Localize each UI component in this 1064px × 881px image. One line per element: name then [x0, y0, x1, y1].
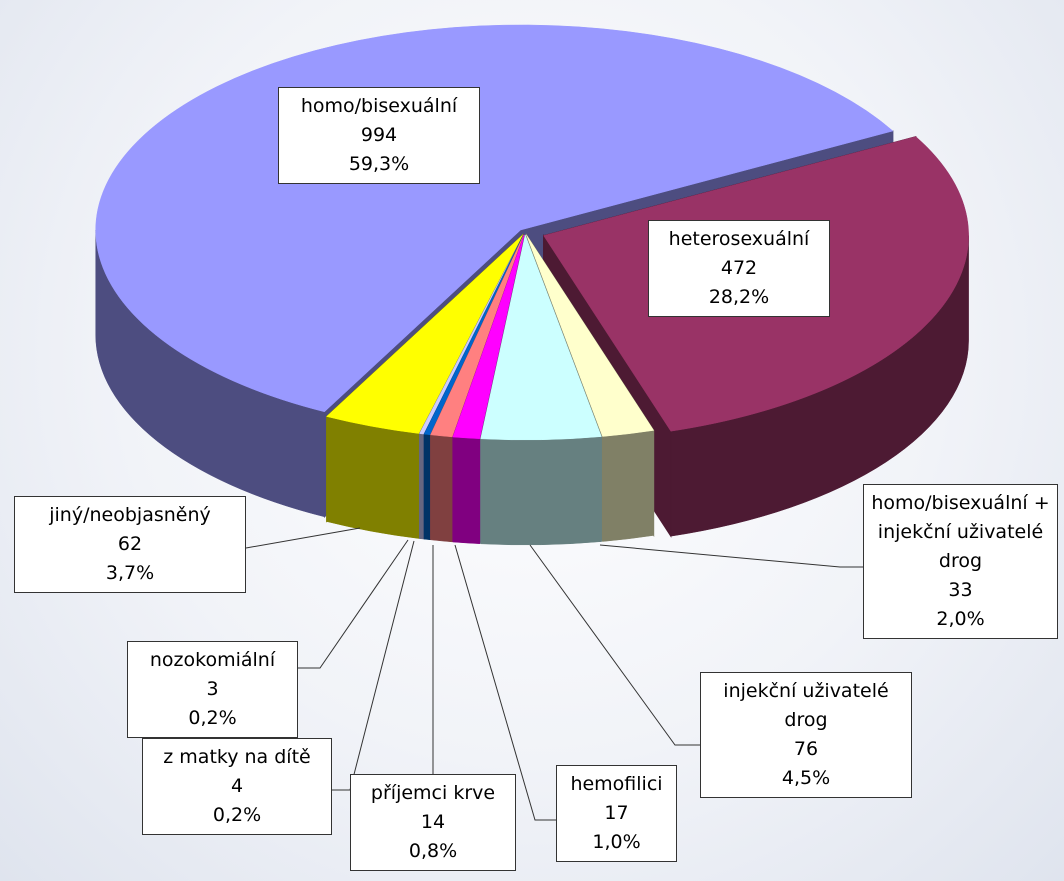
- data-label: z matky na dítě 4 0,2%: [142, 738, 332, 835]
- label-category: příjemci krve: [370, 782, 496, 804]
- label-category: injekční uživatelé drog: [723, 680, 889, 731]
- label-value: 62: [117, 533, 143, 555]
- label-category: heterosexuální: [668, 228, 810, 250]
- slice-side: [326, 416, 420, 539]
- label-value: 33: [948, 579, 973, 601]
- label-category: hemofilici: [570, 773, 663, 795]
- label-category: homo/bisexuální + injekční uživatelé dro…: [871, 492, 1050, 572]
- data-label: heterosexuální 472 28,2%: [648, 220, 830, 317]
- data-label: jiný/neobjasněný 62 3,7%: [14, 496, 246, 593]
- label-value: 994: [360, 124, 398, 146]
- label-percent: 2,0%: [936, 608, 985, 630]
- slice: [480, 234, 602, 441]
- leader-line: [298, 539, 409, 669]
- leader-line: [245, 527, 361, 549]
- label-percent: 4,5%: [781, 767, 831, 789]
- label-percent: 28,2%: [708, 286, 770, 308]
- slice-side: [419, 433, 425, 540]
- leader-line: [454, 544, 556, 821]
- label-value: 472: [720, 257, 758, 279]
- slice: [452, 234, 525, 439]
- slice: [326, 234, 524, 434]
- label-category: nozokomiální: [149, 649, 276, 671]
- label-percent: 0,2%: [212, 804, 262, 826]
- label-category: z matky na dítě: [163, 746, 311, 768]
- slice-side: [480, 436, 602, 546]
- leader-line: [529, 544, 700, 746]
- label-percent: 0,2%: [188, 707, 237, 729]
- label-value: 14: [420, 811, 446, 833]
- leader-line: [599, 544, 863, 568]
- label-value: 17: [604, 802, 629, 824]
- label-category: jiný/neobjasněný: [49, 504, 211, 526]
- data-label: hemofilici 17 1,0%: [556, 765, 677, 862]
- slice: [526, 234, 655, 437]
- label-category: homo/bisexuální: [300, 95, 458, 117]
- label-percent: 3,7%: [105, 562, 155, 584]
- slice-side: [452, 436, 480, 544]
- leader-line: [332, 540, 415, 791]
- data-label: nozokomiální 3 0,2%: [127, 641, 298, 738]
- slice-side: [423, 433, 431, 541]
- data-label: homo/bisexuální 994 59,3%: [278, 87, 480, 184]
- label-value: 76: [793, 738, 819, 760]
- label-value: 3: [206, 678, 219, 700]
- label-value: 4: [230, 775, 244, 797]
- label-percent: 59,3%: [348, 153, 410, 175]
- data-label: injekční uživatelé drog 76 4,5%: [700, 672, 912, 798]
- data-label: příjemci krve 14 0,8%: [350, 774, 516, 871]
- slice-side: [602, 430, 654, 542]
- label-percent: 1,0%: [592, 831, 641, 853]
- slice-side: [430, 434, 453, 543]
- data-label: homo/bisexuální + injekční uživatelé dro…: [863, 484, 1058, 639]
- label-percent: 0,8%: [408, 840, 458, 862]
